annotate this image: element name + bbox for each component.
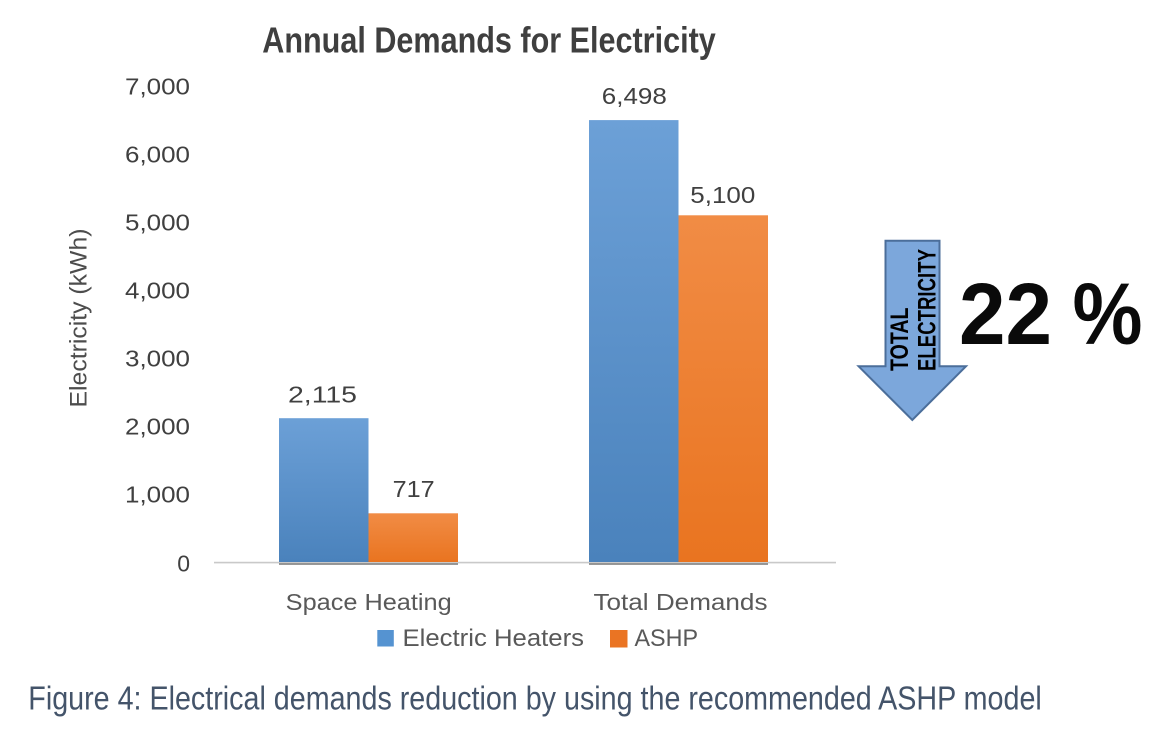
svg-text:7,000: 7,000: [125, 73, 190, 99]
svg-text:22: 22: [959, 266, 1052, 363]
svg-text:Annual Demands for Electricity: Annual Demands for Electricity: [262, 20, 716, 61]
svg-text:ASHP: ASHP: [635, 625, 699, 652]
svg-text:2,115: 2,115: [288, 381, 357, 407]
svg-text:6,000: 6,000: [125, 141, 190, 167]
svg-text:Electric Heaters: Electric Heaters: [403, 625, 585, 652]
svg-text:5,000: 5,000: [125, 209, 190, 235]
svg-text:Figure 4: Electrical demands r: Figure 4: Electrical demands reduction b…: [28, 680, 1042, 717]
svg-text:4,000: 4,000: [125, 277, 190, 303]
svg-text:717: 717: [393, 476, 435, 502]
svg-text:6,498: 6,498: [602, 83, 667, 109]
svg-text:3,000: 3,000: [125, 345, 190, 371]
svg-text:5,100: 5,100: [690, 182, 755, 208]
svg-text:0: 0: [177, 551, 190, 577]
svg-text:1,000: 1,000: [125, 481, 190, 507]
svg-text:%: %: [1073, 266, 1143, 363]
svg-text:ELECTRICITY: ELECTRICITY: [914, 249, 942, 371]
svg-text:Electricity (kWh): Electricity (kWh): [66, 229, 93, 408]
svg-text:TOTAL: TOTAL: [886, 308, 914, 372]
svg-text:Space Heating: Space Heating: [286, 589, 452, 615]
svg-text:Total Demands: Total Demands: [594, 589, 768, 615]
svg-text:2,000: 2,000: [125, 413, 190, 439]
